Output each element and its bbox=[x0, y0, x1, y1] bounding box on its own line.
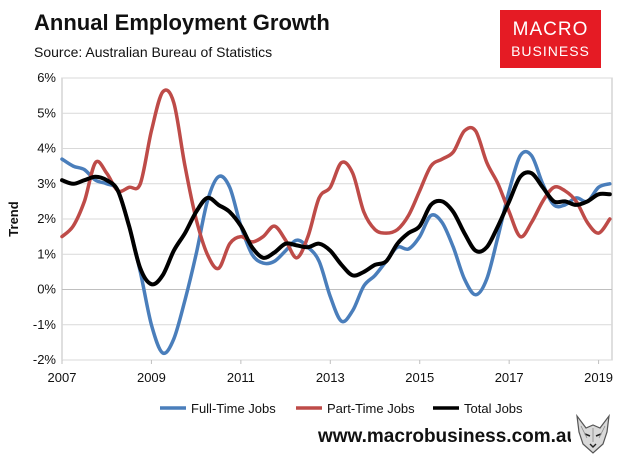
legend-label-total-jobs: Total Jobs bbox=[464, 401, 523, 416]
x-tick-label: 2007 bbox=[48, 370, 77, 385]
y-tick-label: 1% bbox=[37, 246, 56, 261]
logo-line-1: MACRO bbox=[512, 19, 589, 40]
legend-label-part-time-jobs: Part-Time Jobs bbox=[327, 401, 415, 416]
y-tick-label: 6% bbox=[37, 70, 56, 85]
y-tick-label: 0% bbox=[37, 282, 56, 297]
legend-label-full-time-jobs: Full-Time Jobs bbox=[191, 401, 276, 416]
x-tick-label: 2011 bbox=[227, 370, 255, 385]
wolf-head-icon bbox=[571, 412, 615, 456]
y-tick-label: -2% bbox=[33, 352, 57, 367]
x-tick-label: 2013 bbox=[316, 370, 345, 385]
series-line-total-jobs bbox=[60, 170, 612, 287]
y-tick-label: 4% bbox=[37, 141, 56, 156]
x-tick-label: 2009 bbox=[137, 370, 166, 385]
macrobusiness-logo: MACRO BUSINESS bbox=[500, 10, 601, 68]
x-tick-label: 2015 bbox=[405, 370, 434, 385]
logo-line-2: BUSINESS bbox=[511, 43, 590, 59]
series-line-part-time-jobs bbox=[60, 88, 612, 271]
y-tick-label: 2% bbox=[37, 211, 56, 226]
x-tick-label: 2019 bbox=[584, 370, 613, 385]
y-tick-label: 3% bbox=[37, 176, 56, 191]
website-url: www.macrobusiness.com.au bbox=[318, 426, 579, 447]
y-tick-label: 5% bbox=[37, 105, 56, 120]
y-axis-label: Trend bbox=[6, 201, 21, 236]
chart-source: Source: Australian Bureau of Statistics bbox=[34, 44, 273, 60]
chart-title: Annual Employment Growth bbox=[34, 10, 330, 35]
y-tick-label: -1% bbox=[33, 317, 57, 332]
x-tick-label: 2017 bbox=[495, 370, 524, 385]
series-line-full-time-jobs bbox=[60, 149, 612, 356]
